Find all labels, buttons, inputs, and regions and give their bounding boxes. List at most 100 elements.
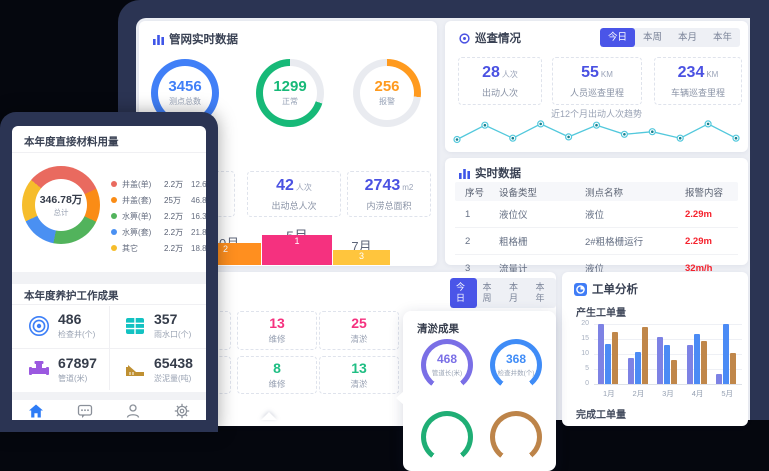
work-order-bar-chart: 0 5 10 15 20 1月 2月 3月 4月 5月	[570, 320, 744, 402]
chat-icon[interactable]	[77, 403, 93, 419]
col-device-type: 设备类型	[499, 187, 538, 199]
card-title: 巡查情况	[475, 33, 521, 45]
bar-chart-icon	[459, 168, 470, 179]
stat-label: 车辆巡查里程	[670, 87, 725, 98]
stat-box-dispatch-total: 42 人次 出动总人次	[247, 171, 341, 217]
legend-dot	[111, 229, 117, 235]
section-title: 本年度养护工作成果	[24, 290, 119, 302]
gauge-value: 368	[505, 352, 527, 366]
tab-this-week[interactable]: 本周	[482, 282, 492, 303]
gauge-manhole-count: 368 检查井数(个)	[490, 339, 542, 391]
table-row: 3 流量计 液位 32m/h	[455, 255, 738, 281]
gear-icon[interactable]	[174, 403, 190, 419]
stat-label: 出动人次	[481, 87, 518, 98]
gauge-partial	[421, 411, 473, 463]
stat-unit: 人次	[295, 182, 312, 192]
gauge-label: 测点总数	[169, 97, 201, 106]
stat-box-vehicle-mileage: 234 KM 车辆巡查里程	[654, 57, 742, 105]
table-row: 2 粗格栅 2#粗格栅运行 2.29m	[455, 228, 738, 255]
gauge-label: 检查井数(个)	[497, 370, 535, 377]
stat-label: 维修	[268, 334, 286, 344]
card-title: 管网实时数据	[169, 34, 238, 46]
bar	[723, 324, 730, 384]
gauge-value: 1299	[273, 78, 307, 95]
podium-bar-rank1: 1	[262, 235, 332, 265]
bar	[686, 345, 693, 384]
y-axis-tick: 20	[581, 320, 589, 327]
maintenance-stat: 357 雨水口(个)	[124, 312, 191, 340]
gauge-value: 468	[436, 352, 458, 366]
tooltip-arrow	[261, 412, 277, 420]
popup-tail	[396, 391, 404, 405]
stat-box-dredge-1: 25 清淤	[319, 311, 399, 350]
stat-unit: m2	[402, 182, 414, 192]
phone-tab-bar	[12, 400, 206, 420]
stat-unit: 人次	[501, 69, 518, 79]
chart-subtitle-bottom: 完成工单量	[576, 410, 626, 421]
tab-this-year[interactable]: 本年	[712, 32, 732, 43]
stat-label: 人员巡查里程	[569, 87, 624, 98]
donut-total-label: 总计	[53, 208, 69, 217]
user-icon[interactable]	[125, 403, 141, 419]
stat-label: 清淤	[350, 334, 368, 344]
tab-this-year[interactable]: 本年	[535, 282, 545, 303]
legend-dot	[111, 181, 117, 187]
stat-box-person-mileage: 55 KM 人员巡查里程	[552, 57, 642, 105]
x-axis-label: 2月	[632, 389, 645, 398]
maintenance-stat: 67897 管道(米)	[28, 356, 97, 384]
podium-bar-rank3: 3	[333, 250, 390, 265]
stat-unit: KM	[600, 69, 613, 79]
stat-box-repair-2: 8 维修	[237, 356, 317, 394]
stat-box-flood-area: 2743 m2 内涝总面积	[347, 171, 431, 217]
material-donut-chart: 346.78万 总计	[22, 166, 100, 244]
maintenance-stat: 486 检查井(个)	[28, 312, 95, 340]
alarm-value: 2.29m	[685, 235, 712, 247]
y-axis-tick: 0	[585, 380, 589, 387]
stat-label: 清淤	[350, 378, 368, 389]
table-header: 序号 设备类型 测点名称 报警内容	[455, 182, 738, 201]
tab-this-month[interactable]: 本月	[509, 282, 519, 303]
pie-chart-icon	[574, 282, 587, 296]
x-axis-label: 5月	[721, 389, 734, 398]
stat-label: 出动总人次	[271, 200, 317, 211]
stat-value: 28	[482, 63, 500, 81]
table-row: 1 液位仪 液位 2.29m	[455, 201, 738, 228]
popup-title: 清淤成果	[417, 323, 459, 335]
bar	[598, 324, 604, 384]
y-axis-tick: 5	[585, 365, 589, 372]
stat-box-repair-1: 13 维修	[237, 311, 317, 350]
stat-value: 8	[273, 359, 281, 376]
stat-value: 13	[351, 359, 367, 376]
stat-unit: KM	[706, 69, 719, 79]
podium-rank: 2	[222, 244, 228, 254]
bar	[634, 351, 641, 384]
gauge-label: 报警	[379, 97, 395, 106]
realtime-data-card: 实时数据 序号 设备类型 测点名称 报警内容 1 液位仪 液位 2.29m 2 …	[445, 158, 748, 275]
gauge-partial	[490, 411, 542, 463]
gauge-label: 正常	[282, 97, 298, 106]
tab-today[interactable]: 今日	[599, 28, 635, 47]
card-title: 工单分析	[592, 284, 638, 296]
tab-this-month[interactable]: 本月	[677, 32, 697, 43]
bar	[700, 340, 707, 384]
grid-icon	[126, 318, 144, 334]
trend-caption: 近12个月出动人次趋势	[550, 109, 642, 119]
gauge-value: 3456	[168, 78, 202, 95]
legend-dot	[111, 213, 117, 219]
maintenance-stat: 65438 淤泥量(吨)	[124, 356, 193, 384]
tab-today[interactable]: 今日	[450, 278, 477, 308]
stat-value: 13	[269, 315, 285, 331]
work-order-card: 工单分析 产生工单量 0 5 10 15 20 1月 2月 3月 4月 5月 完成工单量	[562, 272, 748, 426]
home-icon[interactable]	[28, 403, 44, 419]
alarm-table: 序号 设备类型 测点名称 报警内容 1 液位仪 液位 2.29m 2 粗格栅 2…	[455, 182, 738, 281]
tab-this-week[interactable]: 本周	[642, 32, 662, 43]
target-icon	[29, 316, 49, 336]
bar	[664, 345, 671, 384]
donut-total: 346.78万	[39, 194, 83, 206]
podium-rank: 1	[294, 236, 300, 246]
